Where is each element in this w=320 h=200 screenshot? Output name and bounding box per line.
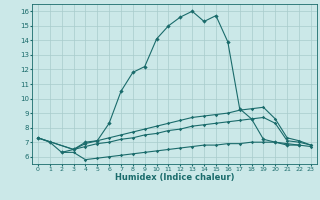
- X-axis label: Humidex (Indice chaleur): Humidex (Indice chaleur): [115, 173, 234, 182]
